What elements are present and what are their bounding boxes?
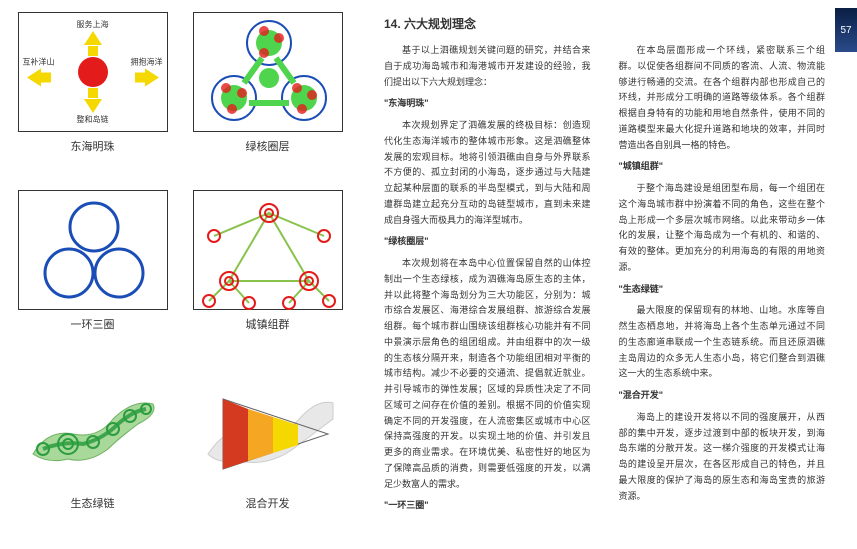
subsection-body: 海岛上的建设开发将以不同的强度展开，从西部的集中开发，逐步过渡到中部的板块开发，… bbox=[619, 410, 826, 505]
arrow-left: 互补洋山 bbox=[23, 57, 55, 88]
green-spinner-icon bbox=[212, 21, 326, 120]
card-shengtai: 生态绿链 bbox=[14, 369, 171, 537]
island-chain-icon bbox=[33, 403, 154, 461]
card-lvhe: 绿核圈层 bbox=[189, 12, 346, 180]
card-label: 一环三圈 bbox=[71, 316, 115, 332]
page-layout: 服务上海 整和岛链 互补洋山 拥抱海洋 东海明珠 bbox=[0, 0, 857, 549]
subsection-title: "混合开发" bbox=[619, 388, 826, 404]
text-columns: 14. 六大规划理念 基于以上泗礁规划关键问题的研究，并结合来自于成功海岛城市和… bbox=[360, 0, 857, 549]
arrow-up: 服务上海 bbox=[77, 19, 109, 56]
fig-lvhe bbox=[193, 12, 343, 132]
fig-shengtai bbox=[18, 369, 168, 489]
red-dot-icon bbox=[78, 57, 108, 87]
subsection-body: 本次规划将在本岛中心位置保留自然的山体控制出一个生态绿核，成为泗礁海岛原生态的主… bbox=[384, 256, 591, 492]
subsection-title: "东海明珠" bbox=[384, 96, 591, 112]
diagram-grid: 服务上海 整和岛链 互补洋山 拥抱海洋 东海明珠 bbox=[0, 0, 360, 549]
subsection-body: 本次规划界定了泗礁发展的终极目标：创造现代化生态海洋城市的整体城市形象。这是泗礁… bbox=[384, 118, 591, 228]
fig-yihuan bbox=[18, 190, 168, 310]
card-label: 城镇组群 bbox=[246, 316, 290, 332]
page-number: 57 bbox=[835, 8, 857, 52]
network-icon bbox=[203, 204, 335, 309]
card-yihuan: 一环三圈 bbox=[14, 190, 171, 358]
subsection-title: "生态绿链" bbox=[619, 282, 826, 298]
subsection-title: "一环三圈" bbox=[384, 498, 591, 514]
subsection-body: 最大限度的保留现有的林地、山地。水库等自然生态栖息地，并将海岛上各个生态单元通过… bbox=[619, 303, 826, 382]
card-label: 东海明珠 bbox=[71, 138, 115, 154]
intro-para: 基于以上泗礁规划关键问题的研究，并结合来自于成功海岛城市和海港城市开发建设的经验… bbox=[384, 43, 591, 90]
card-chengzhen: 城镇组群 bbox=[189, 190, 346, 358]
card-label: 生态绿链 bbox=[71, 495, 115, 511]
section-heading: 14. 六大规划理念 bbox=[384, 14, 825, 35]
subsection-title: "绿核圈层" bbox=[384, 234, 591, 250]
three-rings-icon bbox=[45, 203, 143, 297]
card-label: 混合开发 bbox=[246, 495, 290, 511]
card-donghai: 服务上海 整和岛链 互补洋山 拥抱海洋 东海明珠 bbox=[14, 12, 171, 180]
subsection-body: 于整个海岛建设是组团型布局，每一个组团在这个海岛城市群中扮演着不同的角色，这些在… bbox=[619, 181, 826, 276]
fig-donghai: 服务上海 整和岛链 互补洋山 拥抱海洋 bbox=[18, 12, 168, 132]
card-hunhe: 混合开发 bbox=[189, 369, 346, 537]
gradient-triangle-icon bbox=[208, 399, 333, 469]
arrow-down: 整和岛链 bbox=[77, 88, 109, 125]
arrow-right: 拥抱海洋 bbox=[131, 57, 163, 88]
subsection-body: 在本岛层面形成一个环线，紧密联系三个组群。以促使各组群间不同质的客流、人流、物流… bbox=[619, 43, 826, 153]
fig-chengzhen bbox=[193, 190, 343, 310]
fig-hunhe bbox=[193, 369, 343, 489]
card-label: 绿核圈层 bbox=[246, 138, 290, 154]
subsection-title: "城镇组群" bbox=[619, 159, 826, 175]
